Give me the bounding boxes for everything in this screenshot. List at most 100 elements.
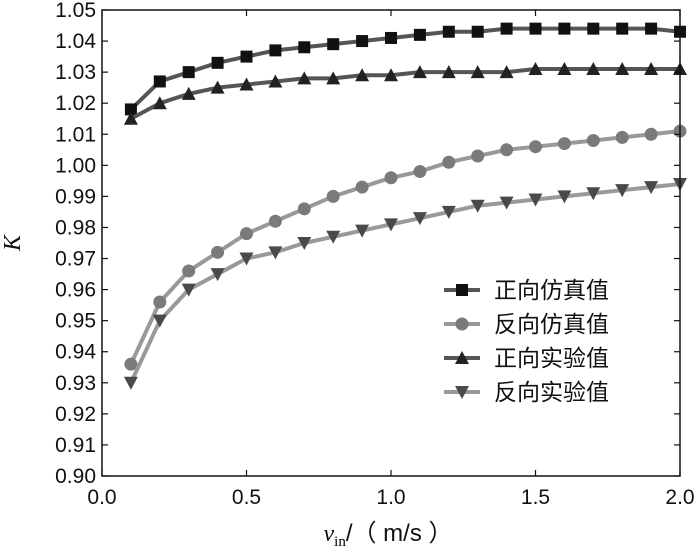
- series-1-point: [385, 31, 397, 44]
- series-4-point: [326, 230, 341, 244]
- series-3-point: [528, 62, 543, 76]
- series-2-point: [615, 130, 629, 144]
- series-3-point: [412, 65, 427, 79]
- series-4-point: [615, 184, 630, 198]
- series-2-point: [153, 295, 167, 309]
- series-2-point: [644, 127, 658, 141]
- series-4-point: [181, 283, 196, 297]
- y-tick-label: 0.98: [55, 216, 96, 239]
- series-1-point: [240, 50, 253, 63]
- series-1-point: [269, 44, 282, 57]
- y-tick-label: 1.02: [55, 92, 96, 115]
- series-2-point: [557, 137, 571, 151]
- y-tick-label: 0.96: [55, 279, 96, 302]
- series-3-point: [615, 62, 630, 76]
- series-3-point: [268, 74, 283, 88]
- series-4-point: [470, 199, 485, 213]
- y-tick-label: 0.92: [55, 403, 96, 426]
- series-line-3: [129, 67, 680, 121]
- series-2-point: [442, 155, 456, 169]
- series-3-point: [239, 77, 254, 91]
- legend-marker-2: [455, 317, 469, 331]
- series-2-point: [268, 214, 282, 228]
- series-1-point: [211, 56, 224, 69]
- series-1-point: [413, 28, 426, 41]
- series-3-point: [152, 96, 167, 110]
- series-4-point: [528, 193, 543, 207]
- series-2-point: [182, 264, 196, 278]
- y-tick-label: 1.01: [55, 123, 96, 146]
- series-1-point: [500, 22, 513, 35]
- series-2-point: [529, 140, 542, 154]
- legend-label-1: 正向仿真值: [494, 278, 609, 304]
- series-1-point: [558, 22, 571, 35]
- series-3-point: [210, 80, 225, 94]
- y-tick-label: 0.97: [55, 248, 96, 271]
- series-4-point: [210, 268, 225, 282]
- y-tick-label: 0.93: [55, 372, 96, 395]
- series-3-point: [297, 71, 312, 85]
- legend-label-4: 反向实验值: [494, 380, 609, 406]
- series-1-point: [182, 66, 195, 79]
- series-2-point: [326, 189, 340, 203]
- series-4-point: [412, 212, 427, 226]
- series-2-point: [124, 357, 138, 371]
- series-2-point: [355, 180, 369, 194]
- x-axis-label-unit: /（ m/s ）: [346, 520, 453, 547]
- series-4-point: [499, 196, 514, 210]
- y-tick-label: 0.91: [55, 434, 96, 457]
- series-4-point: [355, 224, 370, 238]
- series-4-point: [239, 252, 254, 266]
- series-2-point: [211, 245, 225, 259]
- series-3-point: [355, 68, 370, 82]
- series-3-point: [384, 68, 398, 82]
- series-1-point: [616, 22, 629, 35]
- y-tick-label: 1.00: [55, 154, 96, 177]
- x-axis-label: vin/（ m/s ）: [324, 520, 453, 550]
- y-tick-label: 0.99: [55, 185, 96, 208]
- series-3-point: [181, 86, 196, 100]
- series-1-point: [587, 22, 600, 35]
- series-3-point: [470, 65, 485, 79]
- series-1-point: [356, 35, 369, 48]
- y-tick-label: 0.94: [55, 341, 96, 364]
- series-2-point: [297, 202, 311, 216]
- series-4-point: [441, 205, 456, 219]
- series-3-point: [326, 71, 341, 85]
- legend-marker-1: [456, 284, 468, 296]
- series-2-point: [471, 149, 485, 163]
- x-axis-label-subscript: in: [334, 534, 346, 550]
- series-3-point: [123, 111, 138, 125]
- series-4-point: [123, 376, 138, 390]
- series-1-point: [529, 22, 542, 35]
- series-3-point: [499, 65, 514, 79]
- y-axis-label: K: [0, 233, 26, 252]
- series-2-point: [240, 227, 253, 241]
- series-1-point: [645, 22, 658, 35]
- legend-label-3: 正向实验值: [494, 346, 609, 372]
- y-tick-label: 0.90: [55, 465, 96, 488]
- series-1-point: [471, 25, 484, 38]
- series-3-point: [557, 62, 572, 76]
- series-4-point: [586, 187, 601, 201]
- series-3-point: [644, 62, 659, 76]
- x-tick-label: 2.0: [665, 486, 694, 509]
- legend-label-2: 反向仿真值: [494, 312, 609, 338]
- series-3-point: [586, 62, 601, 76]
- series-4-point: [297, 237, 312, 250]
- x-axis-label-var: v: [324, 521, 335, 547]
- series-4-point: [152, 314, 167, 328]
- y-tick-label: 1.03: [55, 61, 96, 84]
- series-4-point: [557, 190, 572, 204]
- x-tick-label: 0.5: [232, 486, 261, 509]
- x-tick-label: 0.0: [87, 486, 116, 509]
- x-tick-label: 1.5: [521, 486, 550, 509]
- x-tick-label: 1.0: [376, 486, 405, 509]
- series-2-point: [384, 171, 398, 185]
- series-4-point: [268, 246, 283, 260]
- series-3-point: [441, 65, 456, 79]
- y-tick-label: 0.95: [55, 310, 96, 333]
- series-1-point: [124, 103, 137, 116]
- legend-marker-3: [455, 351, 469, 364]
